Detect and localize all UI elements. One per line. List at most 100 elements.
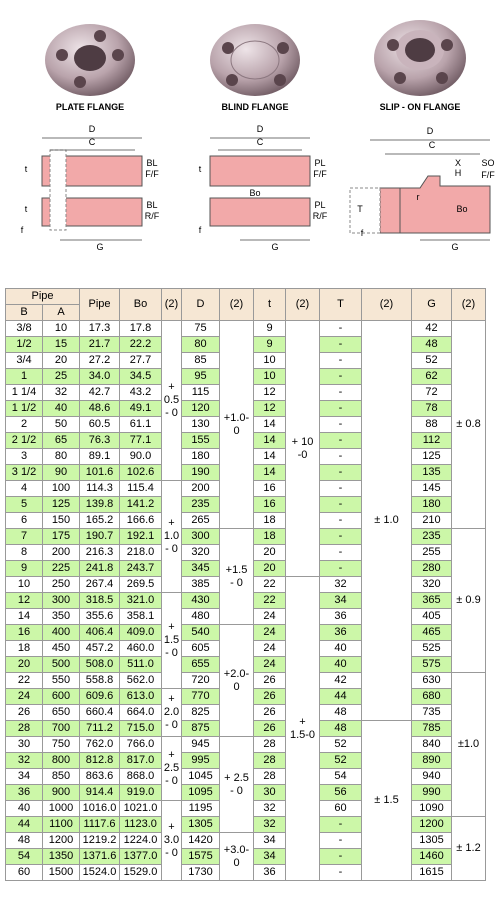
table-cell: 320 — [181, 544, 220, 561]
dimension-label: X — [455, 158, 461, 168]
table-cell: 32 — [319, 576, 362, 593]
table-cell: - — [319, 864, 362, 881]
table-cell: 40 — [319, 640, 362, 657]
table-cell: - — [319, 496, 362, 513]
table-cell: 72 — [411, 384, 452, 401]
tolerance-cell: ± 1.0 — [361, 320, 412, 721]
table-cell: 575 — [411, 656, 452, 673]
tolerance-cell: + 1.5 - 0 — [161, 592, 182, 689]
table-cell: 1100 — [42, 816, 80, 833]
table-cell: 75 — [181, 320, 220, 337]
table-cell: 225 — [42, 560, 80, 577]
table-cell: 269.5 — [119, 576, 162, 593]
table-cell: 1016.0 — [79, 800, 120, 817]
table-cell: 550 — [42, 672, 80, 689]
table-cell: 27.2 — [79, 352, 120, 369]
table-cell: 241.8 — [79, 560, 120, 577]
data-row: 34 850 863.6 868.0 1045 28 54 940 — [5, 768, 486, 785]
table-cell: 817.0 — [119, 752, 162, 769]
table-cell: 10 — [5, 576, 43, 593]
dimension-label: C — [429, 140, 436, 150]
dimension-label: F/F — [481, 170, 495, 180]
flange-illustrations: PLATE FLANGE BLIND FLANGE SLIP - ON FLAN… — [21, 20, 495, 252]
table-cell: 385 — [181, 576, 220, 593]
table-cell: 766.0 — [119, 736, 162, 753]
dimension-label: D — [257, 124, 264, 134]
table-cell: 235 — [181, 496, 220, 513]
table-cell: 3/8 — [5, 320, 43, 337]
table-cell: 7 — [5, 528, 43, 545]
header-cell: Pipe — [79, 288, 120, 321]
table-cell: 1 1/4 — [5, 384, 43, 401]
table-cell: 76.3 — [79, 432, 120, 449]
table-cell: 130 — [181, 416, 220, 433]
table-cell: - — [319, 336, 362, 353]
table-cell: 250 — [42, 576, 80, 593]
table-cell: 14 — [253, 464, 286, 481]
table-cell: 42 — [319, 672, 362, 689]
table-cell: 255 — [411, 544, 452, 561]
table-cell: 1/2 — [5, 336, 43, 353]
table-cell: 27.7 — [119, 352, 162, 369]
tolerance-cell: + 1.0 - 0 — [161, 480, 182, 593]
table-cell: 9 — [253, 320, 286, 337]
table-cell: 1524.0 — [79, 864, 120, 881]
blind-flange-image — [210, 24, 300, 96]
table-cell: 52 — [411, 352, 452, 369]
table-cell: 812.8 — [79, 752, 120, 769]
table-cell: 90.0 — [119, 448, 162, 465]
table-cell: 664.0 — [119, 704, 162, 721]
tolerance-cell: +3.0- 0 — [219, 832, 254, 881]
table-cell: 9 — [253, 336, 286, 353]
table-cell: 400 — [42, 624, 80, 641]
table-cell: 900 — [42, 784, 80, 801]
table-cell: 1021.0 — [119, 800, 162, 817]
table-cell: 300 — [42, 592, 80, 609]
table-cell: 1575 — [181, 848, 220, 865]
table-cell: 508.0 — [79, 656, 120, 673]
table-cell: 280 — [411, 560, 452, 577]
table-cell: 175 — [42, 528, 80, 545]
table-cell: 48 — [411, 336, 452, 353]
table-cell: 355.6 — [79, 608, 120, 625]
table-cell: 1305 — [181, 816, 220, 833]
table-cell: 525 — [411, 640, 452, 657]
table-cell: 540 — [181, 624, 220, 641]
table-cell: 150 — [42, 512, 80, 529]
table-cell: 21.7 — [79, 336, 120, 353]
table-cell: 180 — [181, 448, 220, 465]
dimension-label: R/F — [145, 211, 160, 221]
table-cell: 762.0 — [79, 736, 120, 753]
table-cell: 49.1 — [119, 400, 162, 417]
table-cell: 365 — [411, 592, 452, 609]
table-cell: 20 — [5, 656, 43, 673]
dimension-label: Bo — [456, 204, 467, 214]
table-cell: 655 — [181, 656, 220, 673]
table-cell: 62 — [411, 368, 452, 385]
table-cell: 36 — [253, 864, 286, 881]
table-cell: 52 — [319, 736, 362, 753]
table-cell: 24 — [253, 608, 286, 625]
table-cell: 919.0 — [119, 784, 162, 801]
tolerance-cell: +1.0- 0 — [219, 320, 254, 529]
tolerance-cell: + 10 -0 — [285, 320, 320, 577]
table-cell: 14 — [253, 448, 286, 465]
table-cell: 14 — [253, 432, 286, 449]
table-cell: 30 — [253, 784, 286, 801]
table-cell: 28 — [253, 736, 286, 753]
table-cell: 36 — [319, 624, 362, 641]
table-cell: 18 — [253, 512, 286, 529]
table-cell: 562.0 — [119, 672, 162, 689]
table-cell: 890 — [411, 752, 452, 769]
table-cell: 3 1/2 — [5, 464, 43, 481]
dimension-label: F/F — [313, 169, 327, 179]
dimension-label: C — [89, 137, 96, 147]
table-cell: - — [319, 352, 362, 369]
header-cell: (2) — [161, 288, 182, 321]
table-cell: 115.4 — [119, 480, 162, 497]
table-cell: 44 — [5, 816, 43, 833]
table-cell: 613.0 — [119, 688, 162, 705]
table-cell: 770 — [181, 688, 220, 705]
table-cell: 750 — [42, 736, 80, 753]
table-cell: 450 — [42, 640, 80, 657]
